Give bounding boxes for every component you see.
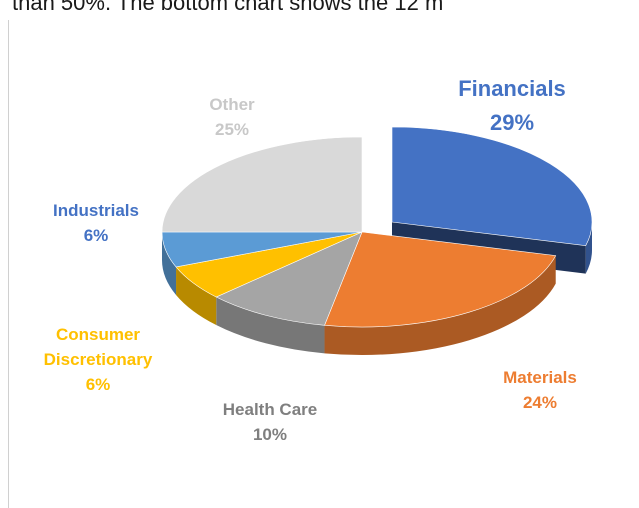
slice	[324, 231, 557, 328]
slice-side	[162, 232, 177, 295]
data-label: Consumer Discretionary 6%	[33, 322, 163, 397]
label-value: 10%	[252, 425, 288, 444]
label-name: Health Care	[222, 400, 318, 419]
label-name: Financials	[458, 76, 566, 101]
label-value: 6%	[83, 226, 109, 245]
slice-side	[176, 266, 217, 326]
slice	[215, 231, 363, 326]
caption: than 50%. The bottom chart shows the 12 …	[12, 0, 444, 15]
label-name: Industrials	[53, 201, 139, 220]
label-value: 29%	[489, 110, 535, 135]
data-label: Industrials 6%	[53, 198, 139, 248]
data-label: Other 25%	[209, 92, 254, 142]
label-name: Other	[209, 95, 255, 114]
data-label: Materials 24%	[503, 365, 577, 415]
label-value: 6%	[85, 375, 111, 394]
slice-side	[324, 255, 556, 355]
data-label: Health Care 10%	[223, 397, 317, 447]
label-value: 24%	[522, 393, 558, 412]
label-name: Consumer Discretionary	[43, 325, 153, 369]
label-value: 25%	[214, 120, 250, 139]
data-label: Financials 29%	[458, 72, 566, 140]
slice	[391, 126, 593, 246]
slice-side	[216, 297, 325, 354]
slice	[161, 136, 363, 233]
label-name: Materials	[503, 368, 577, 387]
